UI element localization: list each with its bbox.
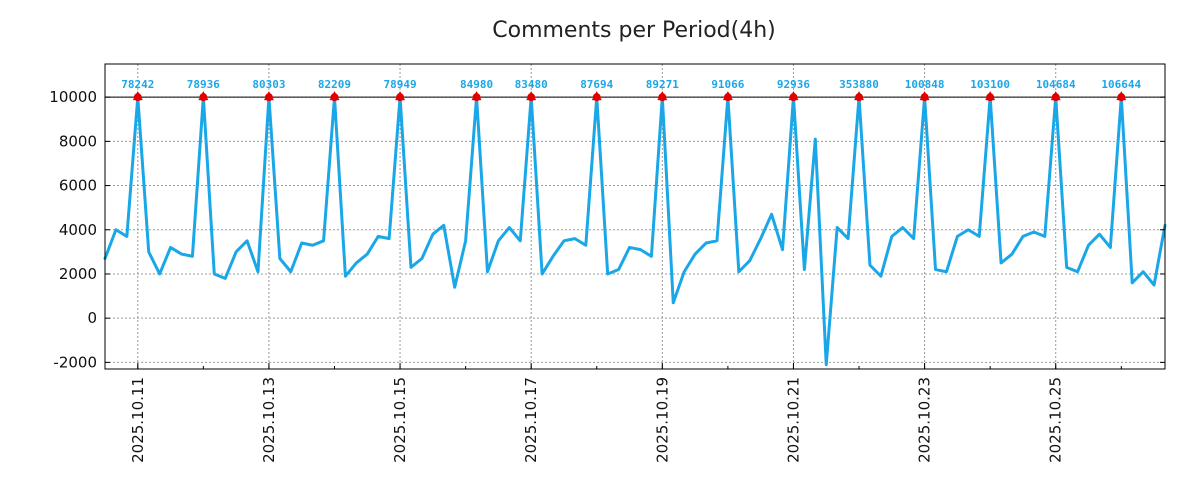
peak-marker-dot (986, 93, 995, 102)
y-tick-label: 6000 (59, 177, 97, 195)
y-tick-label: 0 (87, 309, 97, 327)
peak-label: 92936 (777, 78, 810, 91)
y-tick-label: 8000 (59, 132, 97, 150)
peak-marker-dot (920, 93, 929, 102)
peak-marker-dot (264, 93, 273, 102)
peak-marker-dot (330, 93, 339, 102)
peak-label: 353880 (839, 78, 879, 91)
peak-label: 80303 (252, 78, 285, 91)
chart-title: Comments per Period(4h) (492, 18, 776, 43)
peak-marker-dot (199, 93, 208, 102)
x-tick-label: 2025.10.15 (391, 377, 409, 463)
grid-layer (105, 64, 1165, 369)
peak-marker-dot (592, 93, 601, 102)
peak-layer: 78242 78936 80303 82209 78949 84980 83480 87694… (121, 78, 1142, 102)
peak-label: 104684 (1036, 78, 1076, 91)
peak-marker-dot (1117, 93, 1126, 102)
x-tick-label: 2025.10.17 (522, 377, 540, 463)
y-tick-label: 2000 (59, 265, 97, 283)
peak-marker-dot (1051, 93, 1060, 102)
peak-label: 100848 (905, 78, 945, 91)
plot-frame (104, 63, 1166, 370)
peak-label: 78949 (383, 78, 416, 91)
peak-marker-dot (723, 93, 732, 102)
peak-label: 91066 (711, 78, 744, 91)
peak-label: 103100 (970, 78, 1010, 91)
y-tick-label: 10000 (49, 88, 97, 106)
series-line-0 (103, 95, 1167, 367)
peak-label: 78242 (121, 78, 154, 91)
peak-label: 83480 (515, 78, 548, 91)
axis-layer: -2000 0 2000 4000 6000 8000 10000 2025.10.11 202… (49, 88, 1165, 463)
peak-marker-dot (527, 93, 536, 102)
x-tick-label: 2025.10.19 (653, 377, 671, 463)
peak-label: 82209 (318, 78, 351, 91)
y-tick-label: 4000 (59, 221, 97, 239)
y-tick-label: -2000 (53, 353, 97, 371)
peak-marker-dot (855, 93, 864, 102)
peak-marker-dot (472, 93, 481, 102)
peak-label: 78936 (187, 78, 220, 91)
peak-marker-dot (133, 93, 142, 102)
peak-label: 84980 (460, 78, 493, 91)
peak-marker-dot (658, 93, 667, 102)
x-tick-label: 2025.10.21 (784, 377, 802, 463)
series-layer (103, 95, 1167, 367)
x-tick-label: 2025.10.23 (916, 377, 934, 463)
x-tick-label: 2025.10.11 (129, 377, 147, 463)
peak-marker-dot (789, 93, 798, 102)
x-tick-label: 2025.10.13 (260, 377, 278, 463)
peak-label: 87694 (580, 78, 613, 91)
peak-label: 89271 (646, 78, 679, 91)
peak-marker-dot (396, 93, 405, 102)
peak-label: 106644 (1101, 78, 1141, 91)
x-tick-label: 2025.10.25 (1047, 377, 1065, 463)
